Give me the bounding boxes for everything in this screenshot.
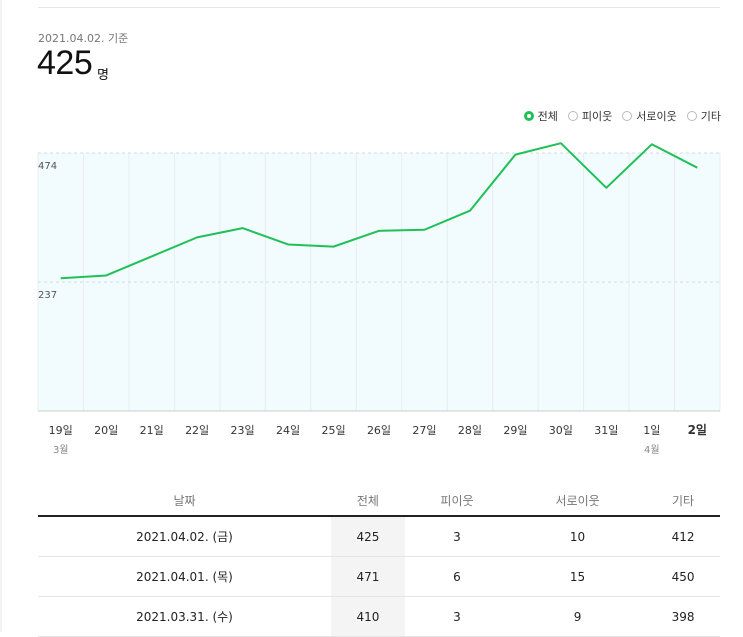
x-tick-label: 25일 <box>321 423 345 437</box>
series-line <box>60 142 698 280</box>
x-tick-label: 23일 <box>231 423 255 437</box>
legend-other[interactable]: 기타 <box>686 108 721 124</box>
x-tick-label: 19일 <box>49 423 73 437</box>
x-tick-label: 28일 <box>458 423 482 437</box>
legend-label: 서로이웃 <box>636 110 677 123</box>
legend-label: 기타 <box>700 110 721 123</box>
cell-mutual: 10 <box>509 516 647 557</box>
cell-date: 2021.03.31. (수) <box>38 596 331 637</box>
radio-icon[interactable] <box>686 111 697 121</box>
y-tick-label: 237 <box>38 290 57 301</box>
legend-mutual-neighbor[interactable]: 서로이웃 <box>622 108 677 124</box>
x-tick-label: 24일 <box>276 423 300 437</box>
cell-date: 2021.04.02. (금) <box>38 516 331 557</box>
cell-other: 412 <box>646 516 720 557</box>
column-header-date: 날짜 <box>38 486 331 517</box>
x-tick-label: 29일 <box>503 423 527 437</box>
x-tick-label: 27일 <box>412 423 436 437</box>
legend: 전체 피이웃 서로이웃 기타 <box>523 108 721 124</box>
legend-label: 전체 <box>537 110 558 123</box>
legend-neighbor[interactable]: 피이웃 <box>567 108 613 124</box>
cell-mutual: 15 <box>509 556 647 597</box>
table-row: 2021.04.01. (목) 471 6 15 450 <box>38 556 720 597</box>
top-divider <box>38 7 720 8</box>
x-month-label: 4월 <box>644 444 660 456</box>
reference-date: 2021.04.02. 기준 <box>38 32 129 45</box>
plot-background <box>38 153 720 411</box>
total-unit: 명 <box>97 68 109 83</box>
x-tick-label: 22일 <box>185 423 209 437</box>
table-header-row: 날짜 전체 피이웃 서로이웃 기타 <box>38 486 720 517</box>
column-header-neighbor: 피이웃 <box>404 486 510 517</box>
radio-selected-icon[interactable] <box>523 111 534 121</box>
cell-neighbor: 3 <box>404 596 510 637</box>
total-count: 425 <box>37 44 93 82</box>
table-row: 2021.04.02. (금) 425 3 10 412 <box>38 516 720 557</box>
cell-neighbor: 3 <box>404 516 510 557</box>
column-header-mutual: 서로이웃 <box>509 486 647 517</box>
legend-label: 피이웃 <box>581 110 613 123</box>
cell-neighbor: 6 <box>404 556 510 597</box>
cell-total: 471 <box>330 556 405 597</box>
x-tick-label: 30일 <box>549 423 573 437</box>
cell-date: 2021.04.01. (목) <box>38 556 331 597</box>
x-tick-label: 2일 <box>688 423 707 437</box>
cell-other: 450 <box>646 556 720 597</box>
x-tick-label: 31일 <box>594 423 618 437</box>
x-tick-label: 26일 <box>367 423 391 437</box>
y-tick-label: 474 <box>38 161 57 172</box>
radio-icon[interactable] <box>622 111 633 121</box>
visitor-line-chart: 474 237 19일 20일 21일 22일 23일 24일 25일 26일 27일 28일 29일 3… <box>37 142 721 456</box>
column-header-other: 기타 <box>646 486 720 517</box>
column-header-total: 전체 <box>330 486 405 517</box>
left-divider <box>0 0 2 632</box>
radio-icon[interactable] <box>567 111 578 121</box>
x-tick-label: 21일 <box>140 423 164 437</box>
cell-other: 398 <box>646 596 720 637</box>
cell-total: 425 <box>330 516 405 557</box>
x-tick-label: 20일 <box>94 423 118 437</box>
legend-all[interactable]: 전체 <box>523 108 558 124</box>
cell-total: 410 <box>330 596 405 637</box>
x-month-label: 3월 <box>53 444 69 456</box>
stats-table: 날짜 전체 피이웃 서로이웃 기타 2021.04.02. (금) 425 3 … <box>38 486 720 637</box>
cell-mutual: 9 <box>509 596 647 637</box>
x-tick-label: 1일 <box>643 423 660 437</box>
table-row: 2021.03.31. (수) 410 3 9 398 <box>38 596 720 637</box>
